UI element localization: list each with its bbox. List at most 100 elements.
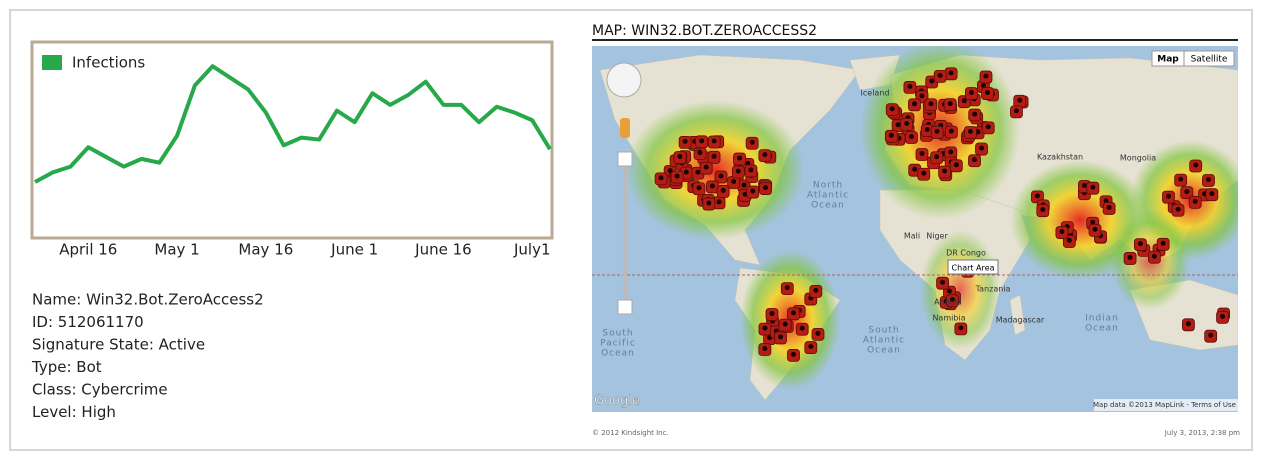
marker-icon xyxy=(731,178,737,184)
ocean-label: North xyxy=(813,181,843,191)
marker-icon xyxy=(683,169,689,175)
marker-icon xyxy=(907,83,913,89)
marker-icon xyxy=(697,150,703,156)
marker-icon xyxy=(748,167,754,173)
marker-icon xyxy=(1103,198,1109,204)
marker-icon xyxy=(972,157,978,163)
x-tick-label: May 1 xyxy=(154,241,199,259)
zoom-out[interactable] xyxy=(617,299,633,315)
marker-icon xyxy=(1081,182,1087,188)
map-button-label[interactable]: Map xyxy=(1157,55,1179,65)
marker-icon xyxy=(1040,207,1046,213)
marker-icon xyxy=(937,72,943,78)
place-label: Angola xyxy=(934,298,962,307)
ocean-label: Ocean xyxy=(1085,324,1119,334)
google-logo: Google xyxy=(594,394,640,409)
attribution-bg xyxy=(1094,399,1238,411)
marker-icon xyxy=(1185,321,1191,327)
marker-icon xyxy=(949,297,955,303)
detail-line: Class: Cybercrime xyxy=(32,381,168,399)
copyright: © 2012 Kindsight Inc. xyxy=(592,429,669,437)
marker-icon xyxy=(778,334,784,340)
marker-icon xyxy=(813,287,819,293)
marker-icon xyxy=(1127,254,1133,260)
marker-icon xyxy=(948,128,954,134)
marker-icon xyxy=(735,168,741,174)
marker-icon xyxy=(888,132,894,138)
marker-icon xyxy=(972,111,978,117)
map[interactable]: Iceland Mali Niger DR Congo Angola Namibia Tan… xyxy=(592,40,1250,412)
marker-icon xyxy=(1208,332,1214,338)
marker-icon xyxy=(942,168,948,174)
marker-icon xyxy=(1165,193,1171,199)
marker-icon xyxy=(934,128,940,134)
marker-icon xyxy=(946,288,952,294)
marker-icon xyxy=(674,173,680,179)
marker-icon xyxy=(1106,204,1112,210)
ocean-label: Atlantic xyxy=(863,336,905,346)
place-label: Mali xyxy=(904,232,920,241)
x-tick-label: July1 xyxy=(513,241,551,259)
marker-icon xyxy=(985,124,991,130)
marker-icon xyxy=(716,199,722,205)
marker-icon xyxy=(983,73,989,79)
marker-icon xyxy=(699,138,705,144)
place-label: DR Congo xyxy=(946,249,986,258)
marker-icon xyxy=(682,138,688,144)
ocean-label: Ocean xyxy=(811,201,845,211)
marker-icon xyxy=(958,325,964,331)
marker-icon xyxy=(808,344,814,350)
marker-icon xyxy=(762,152,768,158)
marker-icon xyxy=(919,150,925,156)
satellite-button[interactable] xyxy=(1183,50,1235,67)
marker-icon xyxy=(1013,108,1019,114)
marker-icon xyxy=(924,127,930,133)
marker-icon xyxy=(948,149,954,155)
timestamp: July 3, 2013, 2:38 pm xyxy=(1164,429,1240,437)
marker-icon xyxy=(677,153,683,159)
marker-icon xyxy=(769,311,775,317)
tooltip xyxy=(947,259,999,275)
marker-icon xyxy=(1137,241,1143,247)
place-label: Namibia xyxy=(932,314,965,323)
marker-icon xyxy=(749,139,755,145)
pan-control[interactable] xyxy=(606,62,642,98)
pegman[interactable] xyxy=(620,118,630,138)
marker-icon xyxy=(1175,206,1181,212)
marker-icon xyxy=(1220,313,1226,319)
marker-icon xyxy=(948,70,954,76)
satellite-button-label[interactable]: Satellite xyxy=(1191,55,1228,65)
marker-icon xyxy=(975,129,981,135)
marker-icon xyxy=(762,325,768,331)
x-tick-label: May 16 xyxy=(238,241,293,259)
ocean-label: South xyxy=(868,326,899,336)
ocean-label: Atlantic xyxy=(807,191,849,201)
marker-icon xyxy=(1017,97,1023,103)
marker-icon xyxy=(919,93,925,99)
marker-icon xyxy=(711,153,717,159)
marker-icon xyxy=(742,191,748,197)
marker-icon xyxy=(889,106,895,112)
marker-icon xyxy=(703,164,709,170)
ocean-label: Ocean xyxy=(867,346,901,356)
detail-line: Type: Bot xyxy=(31,358,102,376)
marker-icon xyxy=(658,175,664,181)
chart: Infections April 16 May 1 May 16 June 1 June … xyxy=(34,54,552,259)
marker-icon xyxy=(967,129,973,135)
detail-line: ID: 512061170 xyxy=(32,313,144,331)
place-label: Mongolia xyxy=(1120,154,1156,163)
marker-icon xyxy=(895,122,901,128)
marker-icon xyxy=(763,185,769,191)
marker-icon xyxy=(782,321,788,327)
marker-icon xyxy=(961,98,967,104)
marker-icon xyxy=(1205,177,1211,183)
marker-icon xyxy=(985,90,991,96)
place-label: Niger xyxy=(926,232,948,241)
marker-icon xyxy=(709,183,715,189)
marker-icon xyxy=(720,187,726,193)
map-labels: Iceland Mali Niger DR Congo Angola Namibia Tan… xyxy=(600,89,1156,359)
zoom-in[interactable] xyxy=(617,151,633,167)
marker-icon xyxy=(1090,184,1096,190)
details: Name: Win32.Bot.ZeroAccess2 ID: 512061170… xyxy=(31,291,264,422)
